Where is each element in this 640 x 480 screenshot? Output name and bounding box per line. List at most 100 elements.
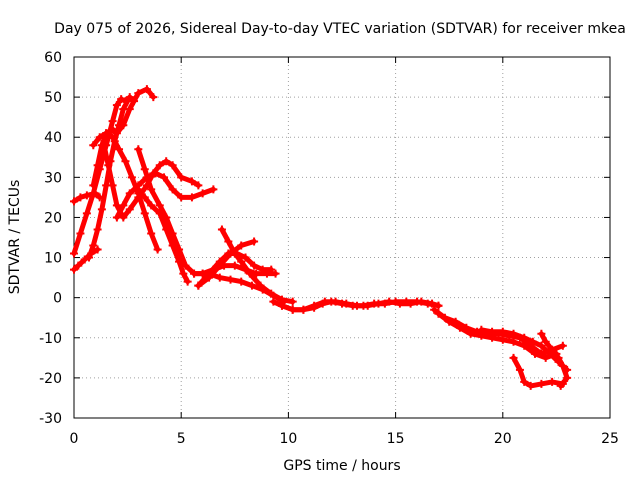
data-point [417,297,426,306]
data-point [162,157,171,166]
data-point [331,297,340,306]
data-point [230,249,239,258]
data-point [520,341,529,350]
data-point [342,299,351,308]
data-point [82,191,91,200]
data-point [70,249,78,258]
data-point [115,145,124,154]
x-tick-label: 20 [494,431,512,447]
data-point [455,323,464,332]
data-point [226,275,235,284]
data-point [320,297,329,306]
series-line [279,299,441,313]
series-arc1 [70,189,104,206]
data-point [205,269,214,278]
data-point [190,269,199,278]
data-point [269,297,278,306]
data-point [445,317,454,326]
data-point [134,185,143,194]
series-arc22 [537,329,572,390]
data-point [509,353,518,362]
data-point [121,157,130,166]
data-point [277,301,286,310]
series-arc8 [112,169,218,222]
data-point [537,329,546,338]
data-point [537,379,546,388]
series-arc6 [89,129,162,254]
y-tick-label: 40 [44,130,62,146]
data-point [125,189,134,198]
series-arc15 [217,225,297,306]
data-point [112,129,121,138]
data-point [250,237,259,246]
series-line [478,327,570,373]
x-tick-label: 15 [387,431,405,447]
data-point [168,241,177,250]
series-arc13 [194,237,259,290]
data-point [526,381,535,390]
data-point [434,301,443,310]
data-point [119,201,128,210]
axis-ticks: 0 5 10 15 20 25 -30 -20 -10 0 10 20 30 40 50 60 [39,50,619,447]
data-point [89,181,98,190]
y-tick-label: 20 [44,210,62,226]
data-point [194,181,203,190]
data-point [310,301,319,310]
data-point [102,129,111,138]
data-point [134,89,143,98]
data-point [520,377,529,386]
data-point [183,277,192,286]
series-arc7 [100,141,203,222]
data-point [498,327,507,336]
data-point [217,225,226,234]
data-point [93,225,102,234]
data-point [258,265,267,274]
data-point [215,261,224,270]
series-arc10 [134,185,192,286]
data-point [247,281,256,290]
data-point [82,209,91,218]
data-point [434,309,443,318]
data-point [537,341,546,350]
y-tick-label: -30 [39,411,62,427]
data-point [556,381,565,390]
data-point [70,265,78,274]
y-tick-label: 30 [44,170,62,186]
data-point [509,337,518,346]
data-point [95,133,104,142]
series-line [135,146,206,277]
data-point [558,361,567,370]
data-point [430,305,439,314]
y-tick-label: 10 [44,251,62,267]
data-point [100,141,109,150]
data-point [80,255,89,264]
data-point [267,289,276,298]
data-point [147,201,156,210]
data-point [108,133,117,142]
data-point [530,349,539,358]
data-point [548,377,557,386]
data-point [89,241,98,250]
data-point [168,161,177,170]
x-tick-label: 10 [279,431,297,447]
y-tick-label: 50 [44,90,62,106]
data-point [108,117,117,126]
data-point [142,85,151,94]
data-point [288,305,297,314]
data-point [112,213,121,222]
y-axis-label: SDTVAR / TECUs [7,180,23,295]
data-point [140,165,149,174]
data-point [160,173,169,182]
data-point [488,327,497,336]
data-point [153,245,162,254]
data-point [237,257,246,266]
data-point [112,101,121,110]
data-point [520,333,529,342]
data-point [119,121,128,130]
data-point [395,299,404,308]
series-line [71,96,128,256]
data-point [353,301,362,310]
series-arc17 [277,297,443,314]
data-point [558,341,567,350]
